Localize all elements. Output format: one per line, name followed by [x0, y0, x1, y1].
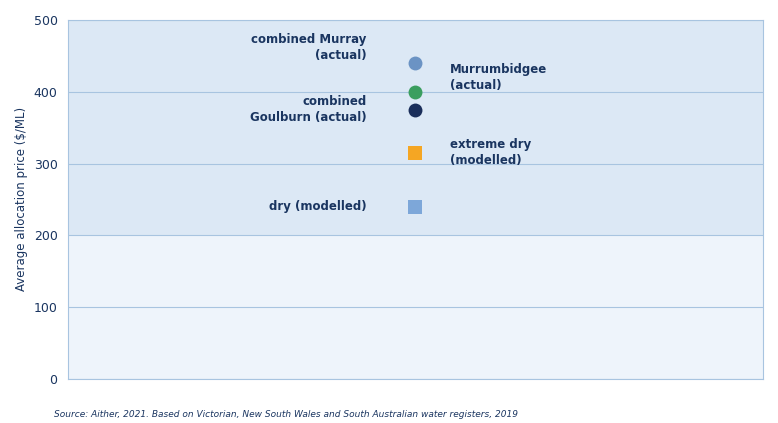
Point [409, 88, 422, 95]
Bar [68, 164, 763, 235]
Text: extreme dry
(modelled): extreme dry (modelled) [450, 138, 531, 167]
Point [409, 203, 422, 210]
Text: combined Murray
(actual): combined Murray (actual) [251, 33, 367, 62]
Point [409, 106, 422, 113]
Bar [68, 92, 763, 164]
Bar [68, 307, 763, 379]
Point [409, 60, 422, 66]
Y-axis label: Average allocation price ($/ML): Average allocation price ($/ML) [15, 107, 28, 291]
Bar [68, 235, 763, 307]
Bar [68, 20, 763, 92]
Text: Murrumbidgee
(actual): Murrumbidgee (actual) [450, 63, 548, 92]
Text: dry (modelled): dry (modelled) [269, 200, 367, 213]
Text: Source: Aither, 2021. Based on Victorian, New South Wales and South Australian w: Source: Aither, 2021. Based on Victorian… [54, 410, 518, 419]
Point [409, 149, 422, 156]
Text: combined
Goulburn (actual): combined Goulburn (actual) [251, 95, 367, 124]
